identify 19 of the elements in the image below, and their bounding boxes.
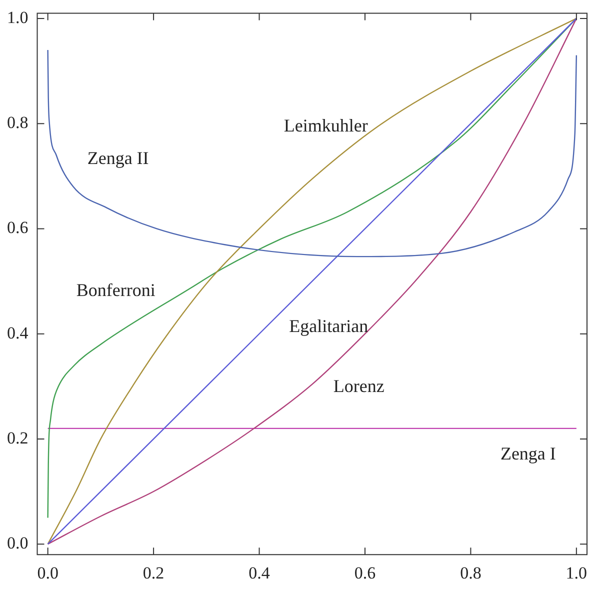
y-tick-label: 0.8 <box>7 113 28 132</box>
series-label: Bonferroni <box>76 280 156 300</box>
y-tick-label: 0.6 <box>7 218 28 238</box>
series-label: Zenga II <box>87 148 149 168</box>
x-tick-label: 0.8 <box>460 563 482 582</box>
y-tick-label: 0.2 <box>7 428 28 448</box>
y-tick-label: 0.0 <box>7 534 28 553</box>
series-label: Zenga I <box>500 444 556 464</box>
y-tick-label: 0.4 <box>7 323 29 342</box>
y-tick-label: 1.0 <box>7 8 28 27</box>
x-tick-label: 0.2 <box>142 563 164 582</box>
x-tick-label: 0.4 <box>248 563 270 582</box>
x-tick-label: 0.0 <box>37 563 58 582</box>
x-tick-label: 1.0 <box>566 563 588 582</box>
series-label: Egalitarian <box>289 316 368 336</box>
line-series <box>47 49 578 258</box>
series-label: Leimkuhler <box>284 116 368 136</box>
series-label: Lorenz <box>333 376 384 396</box>
x-tick-label: 0.6 <box>354 563 376 582</box>
